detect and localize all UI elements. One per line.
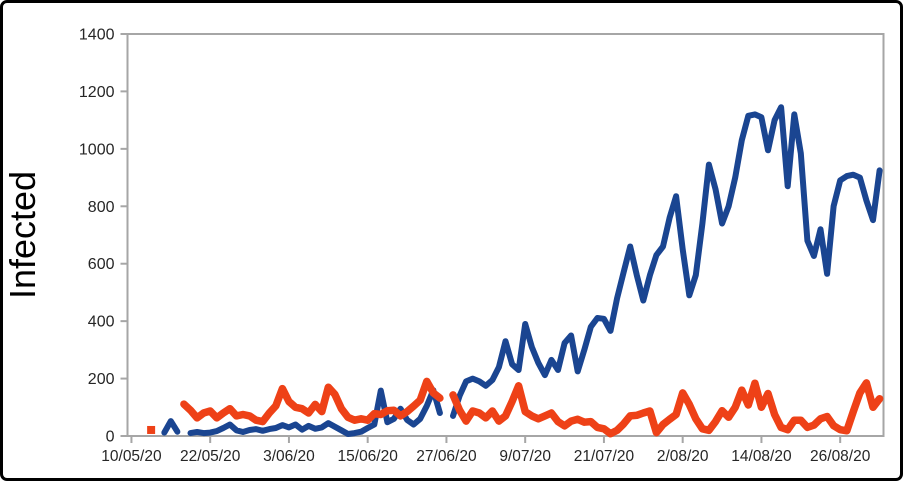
y-tick-label: 400 xyxy=(88,314,115,331)
x-tick-label: 9/07/20 xyxy=(499,448,551,465)
x-tick-label: 3/06/20 xyxy=(263,448,315,465)
x-tick-label: 22/05/20 xyxy=(180,448,241,465)
infected-blue-line xyxy=(450,104,883,419)
y-axis-title: Infected xyxy=(3,171,43,299)
x-tick-label: 15/06/20 xyxy=(338,448,399,465)
x-tick-label: 26/08/20 xyxy=(810,448,871,465)
infected-blue-line xyxy=(161,418,181,436)
y-tick-label: 600 xyxy=(88,256,115,273)
y-tick-label: 200 xyxy=(88,371,115,388)
x-tick-label: 27/06/20 xyxy=(416,448,477,465)
y-tick-label: 0 xyxy=(106,429,115,446)
plot-frame xyxy=(126,33,885,437)
infected-orange-point-marker xyxy=(147,425,156,434)
infected-orange-line xyxy=(449,379,884,438)
infected-line-chart: 0 200 400 600 800 1000 1200 1400 10/05/20 22/05/2… xyxy=(3,27,885,465)
y-tick-label: 1200 xyxy=(79,84,115,101)
y-tick-label: 1400 xyxy=(79,27,115,44)
y-tick-label: 800 xyxy=(88,199,115,216)
infected-orange-line xyxy=(180,377,444,426)
y-tick-label: 1000 xyxy=(79,141,115,158)
x-tick-label: 21/07/20 xyxy=(574,448,635,465)
x-tick-label: 10/05/20 xyxy=(101,448,162,465)
x-tick-label: 2/08/20 xyxy=(657,448,709,465)
x-tick-label: 14/08/20 xyxy=(731,448,792,465)
